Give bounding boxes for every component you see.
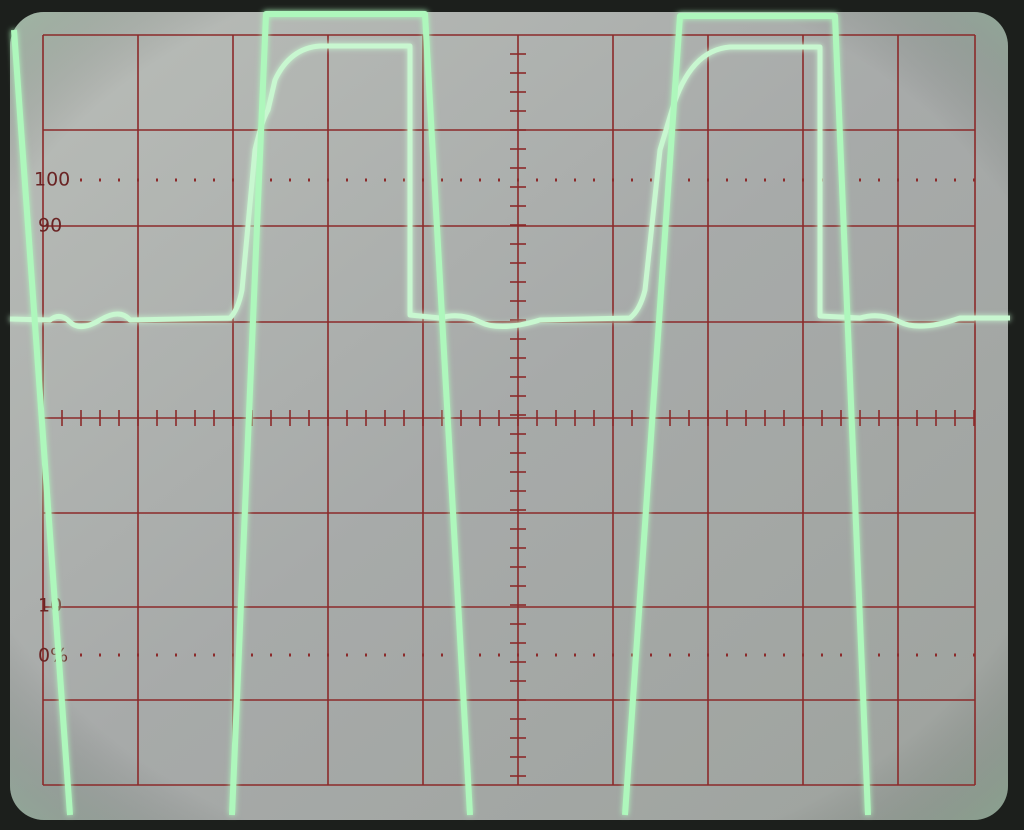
traces bbox=[9, 11, 1010, 816]
screen-glow bbox=[10, 12, 1008, 820]
graticule-label: 90 bbox=[38, 215, 62, 237]
graticule-label: 0% bbox=[38, 645, 68, 667]
graticule-label: 100 bbox=[34, 169, 70, 191]
trace-bright bbox=[11, 11, 871, 816]
